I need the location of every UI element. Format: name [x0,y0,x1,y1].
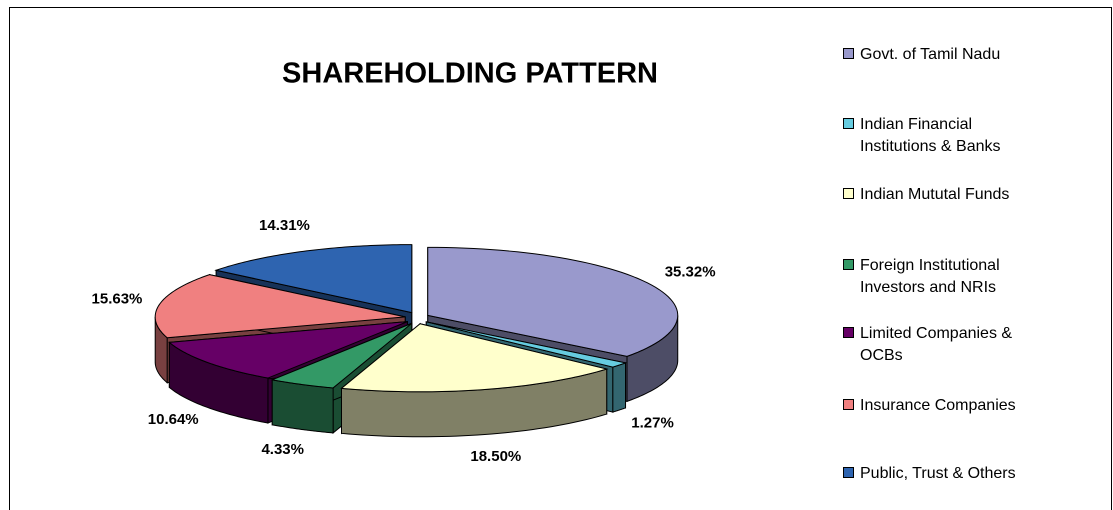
data-label: 10.64% [148,411,199,428]
legend-item: Public, Trust & Others [840,463,1050,485]
legend-label: Foreign Institutional Investors and NRIs [860,257,1000,296]
slice-top [168,321,408,379]
slice-top [270,322,413,389]
slice-top [154,274,406,339]
slice [340,322,609,438]
legend-label: Limited Companies & OCBs [860,325,1013,364]
legend-swatch [843,118,854,129]
legend-swatch [843,188,854,199]
legend-item: Foreign Institutional Investors and NRIs [840,255,1050,299]
slice-side [271,379,334,434]
slice-top [214,244,413,314]
legend-item: Indian Mututal Funds [840,184,1050,206]
slice-top [426,321,628,368]
legend-label: Indian Mututal Funds [860,186,1010,203]
legend-swatch [843,259,854,270]
legend-item: Limited Companies & OCBs [840,323,1050,367]
data-label: 35.32% [665,264,716,281]
legend-label: Public, Trust & Others [860,465,1016,482]
data-label: 14.31% [259,217,310,234]
data-label: 18.50% [470,448,521,465]
chart-border [9,7,1112,510]
slice-top [340,323,609,393]
legend-label: Insurance Companies [860,397,1016,414]
data-label: 4.33% [261,441,304,458]
legend-item: Indian Financial Institutions & Banks [840,114,1050,158]
legend-label: Govt. of Tamil Nadu [860,46,1001,63]
legend-item: Govt. of Tamil Nadu [840,44,1050,66]
legend-item: Insurance Companies [840,395,1050,417]
chart-title: SHAREHOLDING PATTERN [282,58,658,90]
data-label: 1.27% [631,414,674,431]
legend-swatch [843,467,854,478]
slice-side [612,362,627,413]
data-label: 15.63% [92,291,143,308]
legend-swatch [843,399,854,410]
legend-swatch [843,327,854,338]
legend-swatch [843,48,854,59]
legend-label: Indian Financial Institutions & Banks [860,116,1001,155]
slice-top [427,246,679,357]
